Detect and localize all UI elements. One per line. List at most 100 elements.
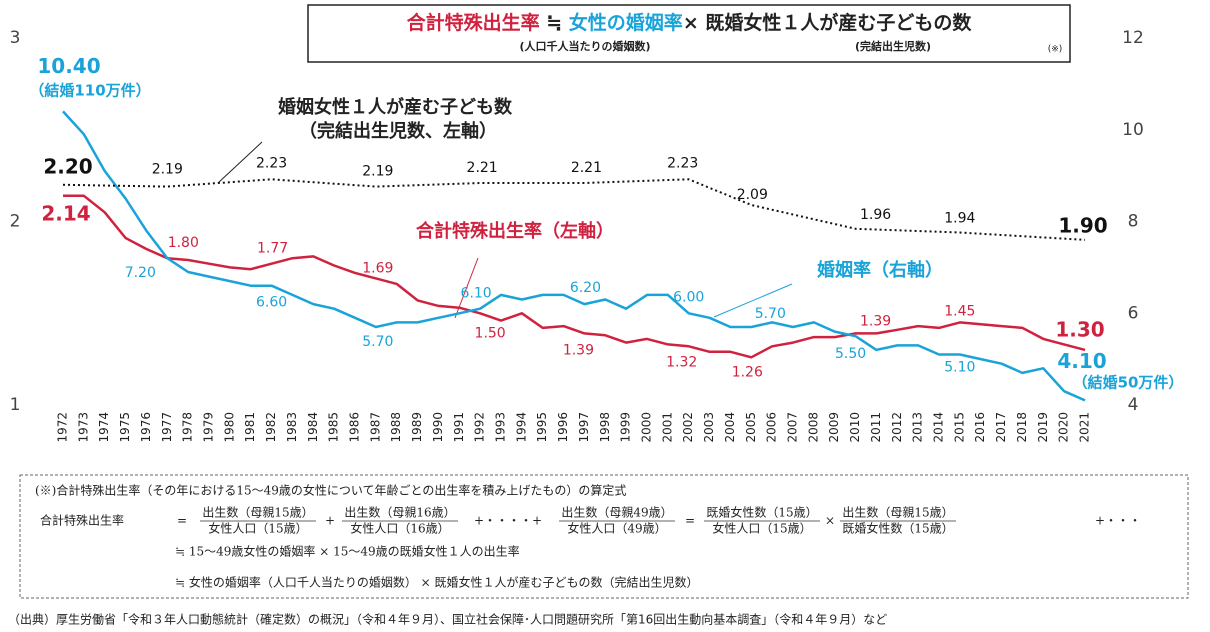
x-tick-label: 2020 <box>1057 412 1071 443</box>
data-label: 1.39 <box>563 342 594 358</box>
x-tick-label: 1994 <box>514 412 528 443</box>
series-line <box>62 178 1086 241</box>
x-tick-label: 1998 <box>598 412 612 443</box>
fraction-numerator: 出生数（母親15歳） <box>202 505 313 520</box>
header-sub: (人口千人当たりの婚姻数) <box>519 39 650 53</box>
header-part: 女性の婚姻率 <box>569 11 683 34</box>
y-tick-label: 3 <box>10 28 21 48</box>
data-label: 2.23 <box>667 155 698 171</box>
data-label: 5.70 <box>755 306 786 322</box>
annotation: （結婚50万件） <box>1073 374 1184 392</box>
x-tick-label: 2017 <box>994 412 1008 443</box>
header-part: ≒ <box>546 12 562 34</box>
annotation: （結婚110万件） <box>29 82 150 100</box>
x-tick-label: 2012 <box>890 412 904 443</box>
x-tick-label: 2013 <box>911 412 925 443</box>
data-label: 5.70 <box>362 334 393 350</box>
series-label: 婚姻率（右軸） <box>817 259 943 281</box>
formula-operator: +・・・・+ <box>474 514 542 528</box>
fraction-denominator: 女性人口（15歳） <box>712 521 811 536</box>
x-tick-label: 2007 <box>786 412 800 443</box>
data-label: 5.50 <box>835 346 866 362</box>
x-tick-label: 1990 <box>431 412 445 443</box>
data-label: 1.90 <box>1058 213 1107 237</box>
fraction-numerator: 出生数（母親16歳） <box>344 505 455 520</box>
y2-tick-label: 12 <box>1122 28 1144 48</box>
leader-line <box>217 141 263 184</box>
x-tick-label: 1984 <box>306 412 320 443</box>
series-line <box>63 194 1086 359</box>
data-label: 2.23 <box>256 155 287 171</box>
x-tick-label: 2021 <box>1078 412 1092 443</box>
series-label: 合計特殊出生率（左軸） <box>416 220 614 242</box>
data-label: 1.50 <box>475 325 506 341</box>
x-tick-label: 2009 <box>827 412 841 443</box>
note-heading: (※)合計特殊出生率（その年における15～49歳の女性について年齢ごとの出生率を… <box>35 483 626 498</box>
data-label: 6.20 <box>570 280 601 296</box>
data-label: 6.60 <box>256 295 287 311</box>
formula-operator: = <box>685 514 695 528</box>
data-label: 6.00 <box>673 289 704 305</box>
x-tick-label: 2015 <box>952 412 966 443</box>
data-label: 1.96 <box>860 207 891 223</box>
formula-operator: +・・・ <box>1095 514 1141 528</box>
x-tick-label: 1977 <box>160 412 174 443</box>
data-label: 1.32 <box>666 354 697 370</box>
x-tick-label: 2010 <box>848 412 862 443</box>
x-tick-label: 2018 <box>1015 412 1029 443</box>
formula-label: 合計特殊出生率 <box>40 513 124 528</box>
x-tick-label: 1982 <box>264 412 278 443</box>
data-label: 1.69 <box>362 260 393 276</box>
x-tick-label: 2006 <box>765 412 779 443</box>
data-label: 4.10 <box>1057 349 1106 373</box>
x-tick-label: 1979 <box>202 412 216 443</box>
x-tick-label: 1988 <box>389 412 403 443</box>
annotation: （完結出生児数、左軸） <box>299 120 497 142</box>
x-tick-label: 2003 <box>702 412 716 443</box>
header-box <box>307 4 1071 63</box>
fraction-denominator: 既婚女性数（15歳） <box>842 521 953 536</box>
x-tick-label: 2019 <box>1036 412 1050 443</box>
x-tick-label: 1980 <box>222 412 236 443</box>
data-label: 2.20 <box>43 154 92 178</box>
series-label: 婚姻女性１人が産む子ども数 <box>278 96 513 118</box>
data-label: 2.21 <box>571 160 602 176</box>
x-tick-label: 1991 <box>452 412 466 443</box>
data-label: 5.10 <box>944 360 975 376</box>
fraction-denominator: 女性人口（15歳） <box>208 521 307 536</box>
x-tick-label: 2002 <box>681 412 695 443</box>
formula-operator: = <box>177 514 187 528</box>
header-sub: (※) <box>1048 45 1063 55</box>
data-label: 2.09 <box>737 187 768 203</box>
x-tick-label: 1995 <box>535 412 549 443</box>
x-tick-label: 1972 <box>56 412 70 443</box>
y2-tick-label: 8 <box>1128 212 1139 232</box>
x-tick-label: 2001 <box>660 412 674 443</box>
fraction-denominator: 女性人口（16歳） <box>350 521 449 536</box>
series-line <box>62 110 1086 402</box>
x-tick-label: 1973 <box>76 412 90 443</box>
header-part: 既婚女性１人が産む子どもの数 <box>705 11 972 34</box>
x-tick-label: 1986 <box>348 412 362 443</box>
leader-line <box>713 283 793 318</box>
fraction-numerator: 出生数（母親15歳） <box>842 505 953 520</box>
data-label: 1.30 <box>1055 317 1104 341</box>
data-label: 10.40 <box>37 54 100 78</box>
data-label: 2.21 <box>467 160 498 176</box>
x-tick-label: 1992 <box>473 412 487 443</box>
y-tick-label: 2 <box>10 212 21 232</box>
x-tick-label: 1987 <box>368 412 382 443</box>
fraction-numerator: 出生数（母親49歳） <box>561 505 672 520</box>
data-label: 7.20 <box>125 265 156 281</box>
data-label: 1.39 <box>860 313 891 329</box>
x-tick-label: 1978 <box>181 412 195 443</box>
data-label: 1.45 <box>944 303 975 319</box>
header-part: × <box>683 12 699 34</box>
y-tick-label: 1 <box>10 395 21 415</box>
formula-operator: × <box>825 514 835 528</box>
header-part: 合計特殊出生率 <box>407 11 540 34</box>
x-tick-label: 1993 <box>494 412 508 443</box>
source: （出典）厚生労働省「令和３年人口動態統計（確定数）の概況」（令和４年９月）、国立… <box>8 612 887 627</box>
data-label: 1.26 <box>732 364 763 380</box>
